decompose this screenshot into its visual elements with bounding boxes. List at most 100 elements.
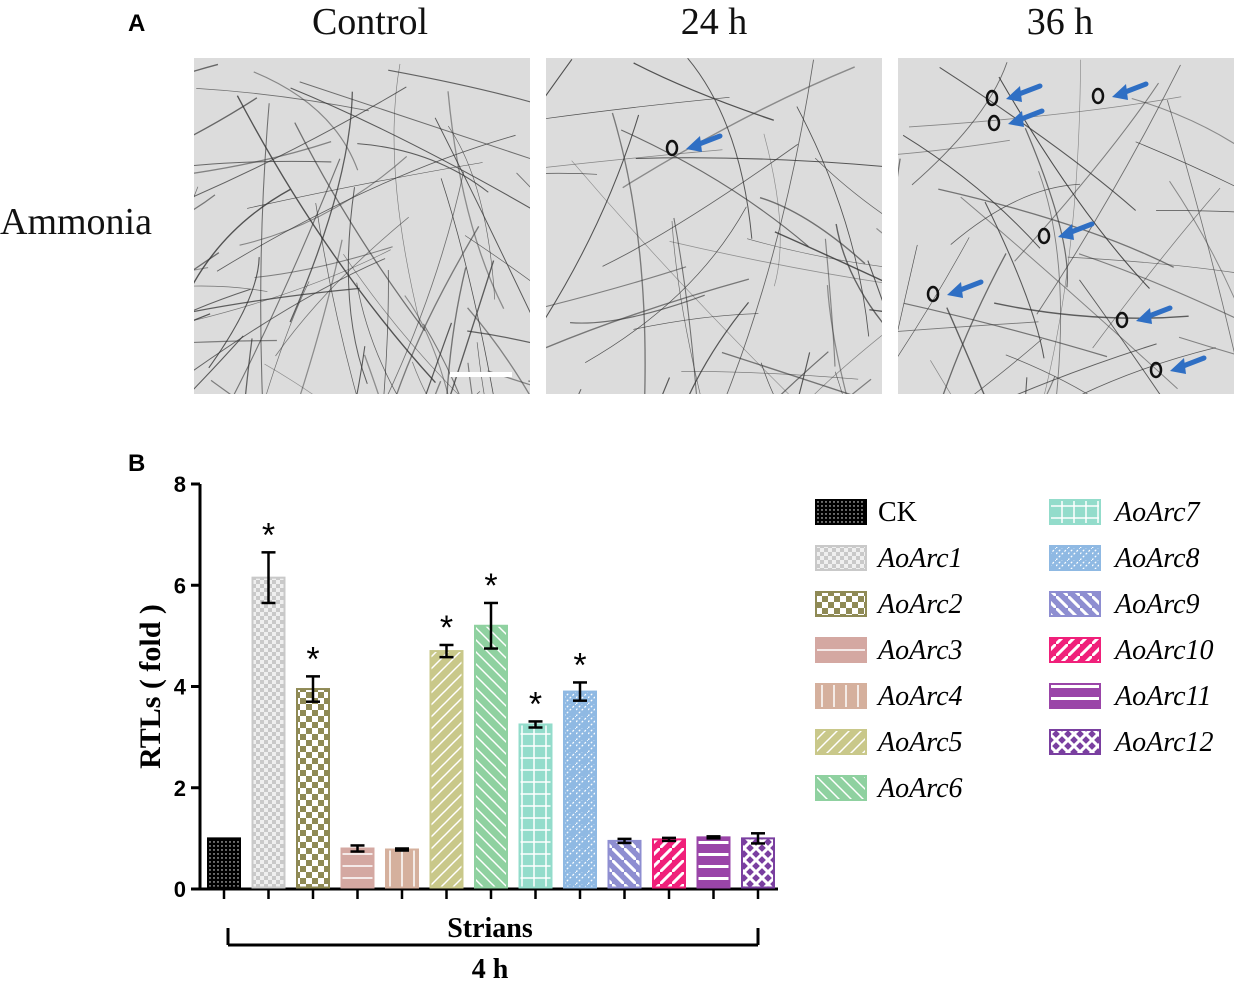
hypha-line [194, 186, 199, 198]
hypha-line [908, 96, 1182, 128]
hypha-line [620, 129, 809, 247]
arrow-icon [1136, 305, 1173, 324]
legend-item-aoarc8: AoArc8 [1049, 543, 1200, 574]
legend-swatch [815, 729, 867, 755]
column-label-control: Control [311, 1, 429, 43]
hypha-line [902, 134, 1041, 249]
hypha-line [260, 103, 270, 394]
hypha-line [578, 388, 582, 394]
y-tick-label: 4 [174, 675, 187, 700]
hypha-line [357, 143, 489, 193]
hypha-line [425, 322, 453, 394]
hypha-line [467, 330, 530, 344]
hypha-line [746, 238, 882, 267]
legend-label: AoArc6 [876, 773, 963, 804]
error-bar-aoarc6 [484, 601, 498, 650]
hypha-line [898, 321, 1039, 332]
legend-item-ck: CK [815, 497, 917, 528]
hypha-line [194, 63, 219, 72]
arrow-icon [686, 133, 723, 152]
hypha-line [759, 196, 866, 265]
hypha-line [960, 196, 1178, 390]
hypha-line [194, 194, 216, 211]
legend-label: AoArc7 [1113, 497, 1200, 528]
legend-label: AoArc11 [1113, 681, 1211, 712]
trap-structure [665, 139, 679, 157]
hypha-line [721, 351, 851, 394]
hypha-line [688, 301, 750, 394]
hypha-line [898, 244, 918, 332]
error-bar-aoarc5 [439, 643, 454, 659]
group-bracket [226, 928, 760, 947]
hypha-line [671, 220, 701, 394]
hypha-line [798, 352, 811, 394]
micrograph-24h [546, 58, 882, 394]
hypha-line [669, 240, 882, 284]
hypha-line [266, 281, 310, 394]
hypha-line [611, 112, 646, 394]
error-bar-aoarc1 [261, 551, 276, 605]
hypha-line [633, 313, 759, 330]
hypha-line [938, 188, 1174, 268]
error-bar-aoarc12 [751, 832, 765, 845]
hypha-line [216, 134, 516, 272]
legend-swatch [815, 499, 867, 525]
legend-item-aoarc11: AoArc11 [1049, 681, 1211, 712]
x-axis-label: Strians [447, 913, 533, 944]
hypha-line [814, 157, 882, 214]
hypha-line [412, 361, 427, 394]
legend-swatch [1049, 545, 1101, 571]
arrow-icon [1112, 81, 1149, 100]
group-label: 4 h [472, 954, 509, 985]
hypha-line [622, 66, 855, 189]
trap-structure [926, 285, 940, 303]
hypha-line [194, 335, 244, 390]
hypha-line [396, 226, 480, 394]
hypha-line [1014, 82, 1159, 262]
y-tick-label: 2 [174, 776, 186, 801]
hypha-line [585, 206, 747, 363]
trap-structure [985, 89, 999, 107]
error-bar-aoarc11 [706, 835, 721, 840]
column-label-24h: 24 h [680, 1, 748, 43]
error-bar-aoarc9 [617, 837, 632, 845]
error-bar-aoarc2 [306, 675, 320, 703]
hypha-line [196, 87, 369, 112]
legend-label: AoArc2 [876, 589, 963, 620]
y-tick-label: 0 [174, 877, 186, 902]
hypha-line [233, 158, 341, 394]
hypha-line [363, 354, 379, 394]
hypha-line [1092, 187, 1221, 349]
hypha-line [476, 391, 481, 394]
hypha-line [1135, 141, 1234, 187]
hypha-line [546, 172, 598, 175]
hypha-line [571, 160, 789, 394]
legend-label: AoArc9 [1113, 589, 1200, 620]
hypha-line [294, 122, 426, 332]
bar-aoarc5 [429, 650, 464, 889]
hypha-line [974, 338, 1043, 394]
hypha-line [467, 362, 473, 394]
hypha-line [635, 157, 882, 167]
hypha-line [450, 260, 495, 394]
legend-item-aoarc7: AoArc7 [1049, 497, 1200, 528]
hypha-line [446, 267, 467, 394]
hypha-line [239, 156, 408, 246]
hypha-line [1169, 180, 1234, 299]
trap-structure [987, 114, 1001, 132]
legend-item-aoarc5: AoArc5 [815, 727, 963, 758]
bar-aoarc3 [340, 847, 375, 889]
hypha-line [253, 71, 359, 171]
significance-star: * [262, 516, 275, 554]
hypha-line [1044, 59, 1081, 394]
bar-aoarc2 [296, 688, 330, 889]
hypha-line [876, 227, 882, 234]
hypha-line [194, 313, 211, 321]
legend-label: AoArc5 [876, 727, 963, 758]
trap-structure [1091, 87, 1105, 105]
hypha-line [984, 201, 1045, 359]
hypha-line [1079, 279, 1161, 394]
hypha-line [602, 143, 799, 267]
legend-item-aoarc1: AoArc1 [815, 543, 963, 574]
legend-item-aoarc3: AoArc3 [815, 635, 963, 666]
